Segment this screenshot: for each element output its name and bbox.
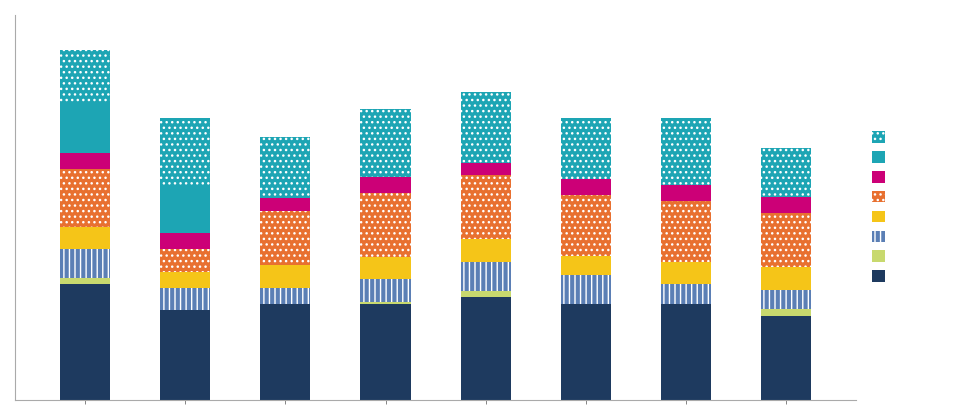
Bar xyxy=(761,148,812,197)
Bar xyxy=(460,92,510,163)
Bar xyxy=(60,101,110,153)
Bar xyxy=(460,240,510,262)
Bar xyxy=(261,287,311,304)
Bar xyxy=(661,201,711,262)
Bar xyxy=(160,249,210,272)
Bar xyxy=(361,302,410,304)
Bar xyxy=(561,178,611,194)
Bar xyxy=(60,227,110,249)
Bar xyxy=(561,275,611,304)
Bar xyxy=(160,272,210,287)
Bar xyxy=(460,262,510,291)
Bar xyxy=(661,118,711,185)
Bar xyxy=(561,256,611,275)
Bar xyxy=(261,198,311,211)
Bar xyxy=(761,316,812,400)
Bar xyxy=(160,287,210,310)
Bar xyxy=(761,267,812,290)
Bar xyxy=(361,193,410,257)
Bar xyxy=(261,137,311,198)
Bar xyxy=(60,285,110,400)
Bar xyxy=(361,279,410,302)
Bar xyxy=(261,211,311,265)
Bar xyxy=(361,304,410,400)
Bar xyxy=(761,309,812,316)
Bar xyxy=(60,278,110,285)
Bar xyxy=(60,249,110,278)
Bar xyxy=(261,265,311,287)
Bar xyxy=(361,177,410,193)
Bar xyxy=(561,194,611,256)
Bar xyxy=(661,304,711,400)
Bar xyxy=(160,233,210,249)
Bar xyxy=(460,297,510,400)
Bar xyxy=(661,185,711,201)
Bar xyxy=(761,290,812,309)
Bar xyxy=(361,257,410,279)
Bar xyxy=(561,118,611,178)
Bar xyxy=(460,291,510,297)
Bar xyxy=(460,175,510,240)
Bar xyxy=(661,262,711,285)
Bar xyxy=(60,153,110,169)
Bar xyxy=(60,50,110,101)
Bar xyxy=(460,163,510,175)
Legend: , , , , , , , : , , , , , , , xyxy=(871,131,888,284)
Bar xyxy=(60,169,110,227)
Bar xyxy=(561,304,611,400)
Bar xyxy=(361,109,410,177)
Bar xyxy=(761,197,812,212)
Bar xyxy=(160,185,210,233)
Bar xyxy=(261,304,311,400)
Bar xyxy=(160,118,210,185)
Bar xyxy=(761,212,812,267)
Bar xyxy=(661,285,711,304)
Bar xyxy=(160,310,210,400)
